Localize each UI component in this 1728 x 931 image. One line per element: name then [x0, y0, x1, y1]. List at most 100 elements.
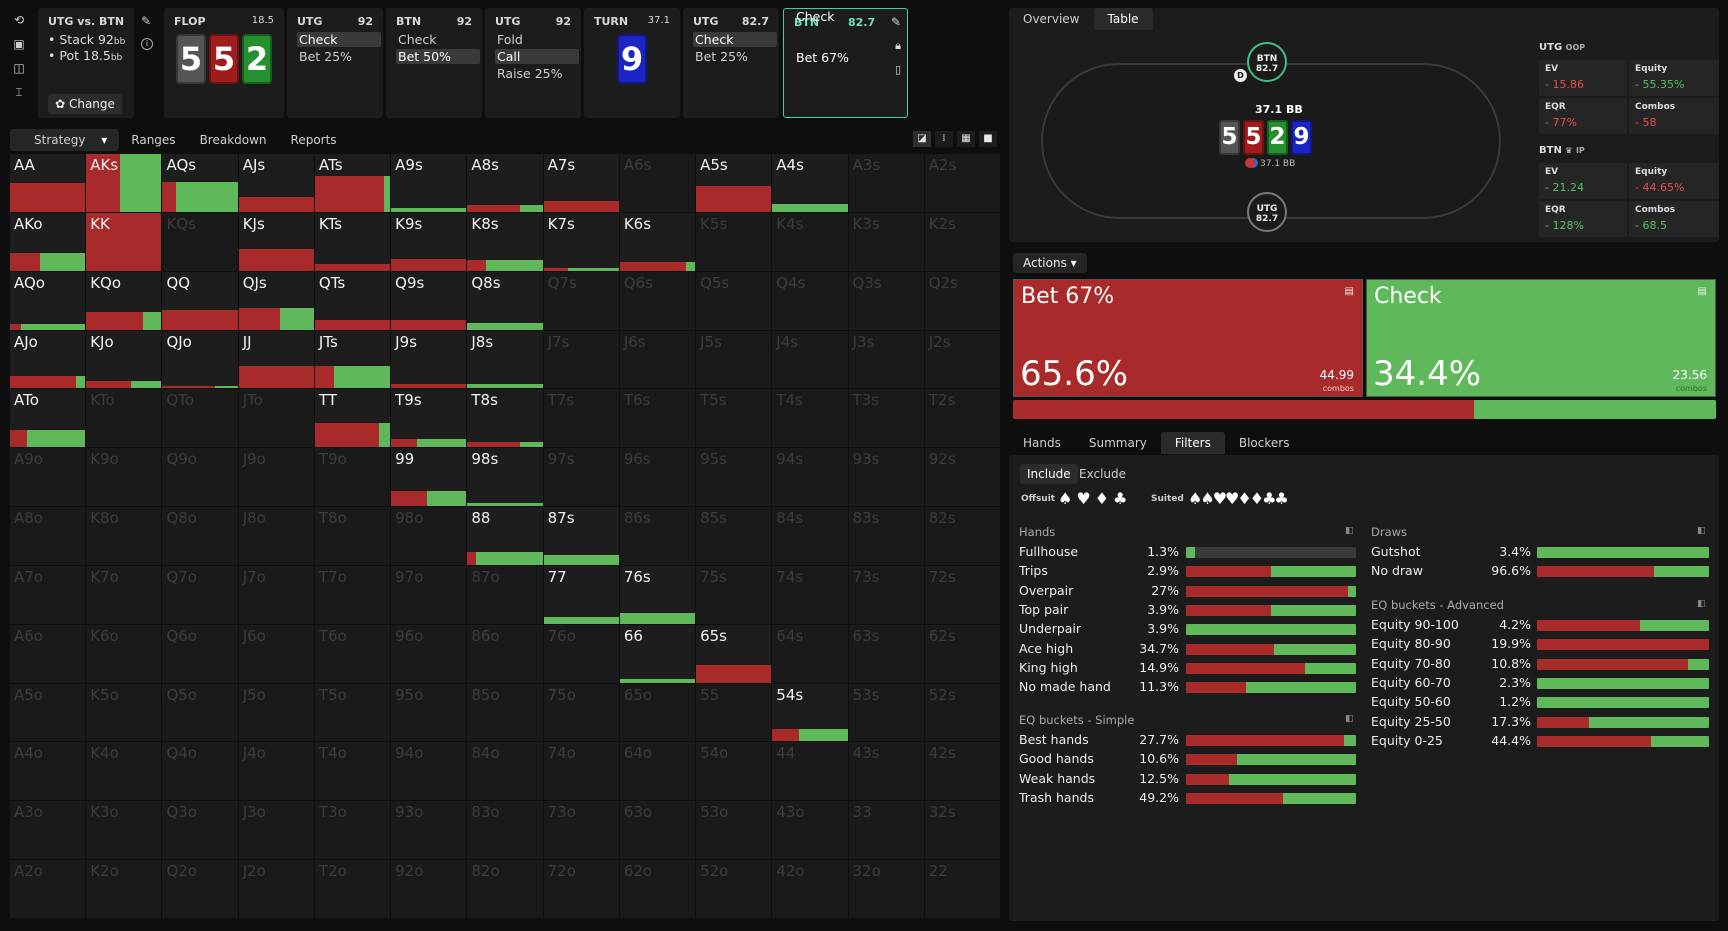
hand-cell[interactable]: 33	[848, 801, 924, 860]
hand-cell[interactable]: Q7o	[162, 565, 238, 624]
tab-table[interactable]: Table	[1093, 8, 1153, 30]
hand-cell[interactable]: 52o	[696, 860, 772, 918]
hand-cell[interactable]: 43s	[848, 742, 924, 801]
hand-cell[interactable]: 65s	[696, 624, 772, 683]
tab-filters[interactable]: Filters	[1160, 432, 1225, 454]
hand-cell[interactable]: 43o	[772, 801, 848, 860]
hand-cell[interactable]: Q5s	[696, 271, 772, 330]
hand-cell[interactable]: J4o	[238, 742, 314, 801]
hand-cell[interactable]: Q4o	[162, 742, 238, 801]
hand-cell[interactable]: T9o	[314, 448, 391, 507]
hand-cell[interactable]: AKo	[10, 212, 86, 271]
compact-view-icon[interactable]: ⁞	[935, 131, 953, 147]
history-line[interactable]: Check	[297, 32, 381, 47]
hand-cell[interactable]: Q4s	[772, 271, 848, 330]
hand-cell[interactable]: A3o	[10, 801, 86, 860]
hand-cell[interactable]: K3o	[86, 801, 162, 860]
hand-cell[interactable]: JJ	[238, 330, 314, 389]
hand-cell[interactable]: 66	[619, 624, 696, 683]
hand-cell[interactable]: T5o	[314, 683, 391, 742]
tab-strategy[interactable]: Strategy ▾	[10, 129, 120, 151]
history-line[interactable]: Bet 25%	[299, 49, 352, 64]
hand-cell[interactable]: A2s	[924, 154, 1000, 212]
hand-cell[interactable]: A7o	[10, 565, 86, 624]
seat-utg[interactable]: UTG 82.7	[1247, 192, 1287, 232]
hand-cell[interactable]: AA	[10, 154, 86, 212]
filter-row[interactable]: Gutshot 3.4%	[1371, 544, 1709, 561]
hand-cell[interactable]: 95o	[391, 683, 467, 742]
collapse-icon[interactable]: ◧	[1697, 526, 1706, 536]
heart-icon[interactable]: ♥	[1076, 489, 1095, 508]
tab-overview[interactable]: Overview	[1023, 12, 1080, 26]
history-line[interactable]: Check	[693, 32, 777, 47]
hand-cell[interactable]: 54s	[772, 683, 848, 742]
hand-cell[interactable]: AJs	[238, 154, 314, 212]
filter-row[interactable]: Best hands 27.7%	[1019, 732, 1356, 749]
spade-pair-icon[interactable]: ♠♠	[1188, 489, 1215, 508]
hand-cell[interactable]: K9o	[86, 448, 162, 507]
history-line[interactable]: Check	[796, 9, 835, 24]
hand-cell[interactable]: Q9o	[162, 448, 238, 507]
hand-cell[interactable]: 87s	[543, 507, 619, 565]
hand-cell[interactable]: Q3o	[162, 801, 238, 860]
club-pair-icon[interactable]: ♣♣	[1262, 489, 1289, 508]
filter-row[interactable]: Good hands 10.6%	[1019, 751, 1356, 768]
flop-panel[interactable]: FLOP 18.5 5 5 2	[164, 8, 284, 118]
hand-cell[interactable]: A8o	[10, 507, 86, 565]
hand-cell[interactable]: 95s	[696, 448, 772, 507]
hand-cell[interactable]: K4o	[86, 742, 162, 801]
hand-cell[interactable]: 74o	[543, 742, 619, 801]
tab-blockers[interactable]: Blockers	[1238, 436, 1290, 450]
tab-breakdown[interactable]: Breakdown	[199, 133, 267, 147]
grid-view-icon[interactable]: ▦	[957, 131, 975, 147]
hand-cell[interactable]: A5s	[696, 154, 772, 212]
hand-cell[interactable]: 83o	[467, 801, 543, 860]
hand-cell[interactable]: ATo	[10, 389, 86, 448]
hand-cell[interactable]: A4o	[10, 742, 86, 801]
hand-cell[interactable]: 93s	[848, 448, 924, 507]
hand-cell[interactable]: KQo	[86, 271, 162, 330]
hand-cell[interactable]: 62o	[619, 860, 696, 918]
hand-cell[interactable]: 96s	[619, 448, 696, 507]
hand-cell[interactable]: A2o	[10, 860, 86, 918]
hand-cell[interactable]: 84s	[772, 507, 848, 565]
hand-cell[interactable]: 97o	[391, 565, 467, 624]
history-line[interactable]: Fold	[497, 32, 523, 47]
hand-cell[interactable]: A6s	[619, 154, 696, 212]
filter-row[interactable]: Equity 25-50 17.3%	[1371, 714, 1709, 731]
hand-cell[interactable]: AKs	[86, 154, 162, 212]
history-utg-1[interactable]: UTG 92 Check Bet 25%	[287, 8, 383, 118]
hand-cell[interactable]: 76o	[543, 624, 619, 683]
hand-cell[interactable]: Q6o	[162, 624, 238, 683]
hand-cell[interactable]: K6s	[619, 212, 696, 271]
hand-cell[interactable]: 82s	[924, 507, 1000, 565]
hand-cell[interactable]: 94o	[391, 742, 467, 801]
hand-cell[interactable]: J9o	[238, 448, 314, 507]
hand-cell[interactable]: Q3s	[848, 271, 924, 330]
history-line[interactable]: Call	[495, 49, 579, 64]
hand-cell[interactable]: A3s	[848, 154, 924, 212]
hand-cell[interactable]: J6o	[238, 624, 314, 683]
hand-cell[interactable]: K7s	[543, 212, 619, 271]
hand-cell[interactable]: K9s	[391, 212, 467, 271]
filter-row[interactable]: Weak hands 12.5%	[1019, 771, 1356, 788]
hand-cell[interactable]: K8o	[86, 507, 162, 565]
hand-cell[interactable]: KTs	[314, 212, 391, 271]
tab-summary[interactable]: Summary	[1088, 436, 1147, 450]
hand-cell[interactable]: A9s	[391, 154, 467, 212]
hand-cell[interactable]: TT	[314, 389, 391, 448]
hand-cell[interactable]: 76s	[619, 565, 696, 624]
hand-cell[interactable]: 65o	[619, 683, 696, 742]
hand-cell[interactable]: 92s	[924, 448, 1000, 507]
hand-cell[interactable]: 32s	[924, 801, 1000, 860]
hand-cell[interactable]: K3s	[848, 212, 924, 271]
hand-cell[interactable]: Q8s	[467, 271, 543, 330]
seat-btn[interactable]: BTN 82.7	[1247, 42, 1287, 82]
hand-cell[interactable]: 44	[772, 742, 848, 801]
hand-cell[interactable]: T9s	[391, 389, 467, 448]
gamepad-icon[interactable]: ◫	[13, 61, 25, 75]
hand-cell[interactable]: 63o	[619, 801, 696, 860]
history-btn-active[interactable]: BTN 82.7 Check Bet 67% ✎ 🔒︎ ▯	[783, 8, 908, 118]
collapse-icon[interactable]: ◧	[1697, 599, 1706, 609]
filter-row[interactable]: Trips 2.9%	[1019, 563, 1356, 580]
